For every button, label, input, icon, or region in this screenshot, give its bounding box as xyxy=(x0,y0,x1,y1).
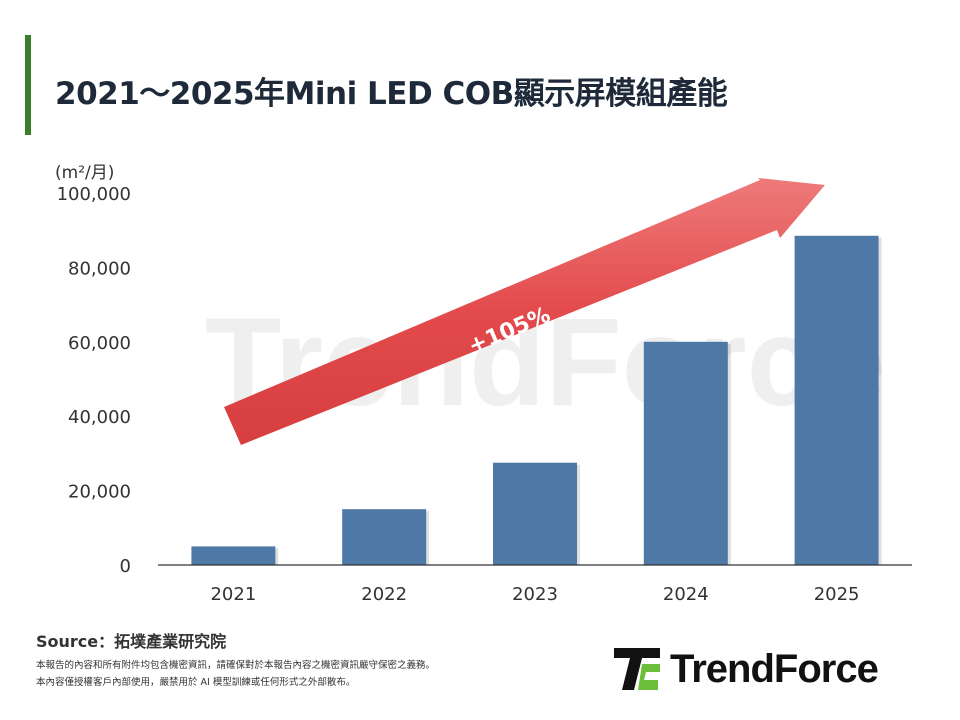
x-tick-label: 2024 xyxy=(663,584,709,605)
disclaimer-line-1: 本報告的內容和所有附件均包含機密資訊，請確保對於本報告內容之機密資訊嚴守保密之義… xyxy=(36,660,436,671)
y-axis-unit-label: (m²/月) xyxy=(55,163,114,183)
x-tick-label: 2021 xyxy=(210,584,256,605)
x-tick-label: 2025 xyxy=(814,584,860,605)
page-title: 2021～2025年Mini LED COB顯示屏模組產能 xyxy=(55,76,728,112)
trendforce-logo-icon xyxy=(614,648,660,690)
y-tick-label: 100,000 xyxy=(57,184,131,205)
disclaimer-line-2: 本內容僅授權客戶內部使用，嚴禁用於 AI 模型訓練或任何形式之外部散布。 xyxy=(36,677,356,688)
growth-arrow-shape xyxy=(224,178,825,445)
title-accent-bar xyxy=(25,35,31,135)
bar-2023 xyxy=(493,462,577,565)
trendforce-logo-text: TrendForce xyxy=(670,646,879,691)
bar-2022 xyxy=(342,509,427,565)
x-tick-label: 2022 xyxy=(361,584,407,605)
x-tick-label: 2023 xyxy=(512,584,558,605)
y-tick-label: 80,000 xyxy=(68,258,131,279)
bar-2025 xyxy=(794,235,879,565)
bar-2021 xyxy=(191,546,276,565)
bar-2024 xyxy=(643,341,728,565)
trendforce-logo: TrendForce xyxy=(612,646,879,692)
y-tick-label: 60,000 xyxy=(68,333,131,354)
y-tick-label: 0 xyxy=(120,556,131,577)
source-label: Source：拓墣產業研究院 xyxy=(36,632,227,651)
y-tick-label: 20,000 xyxy=(68,482,131,503)
y-tick-label: 40,000 xyxy=(68,407,131,428)
